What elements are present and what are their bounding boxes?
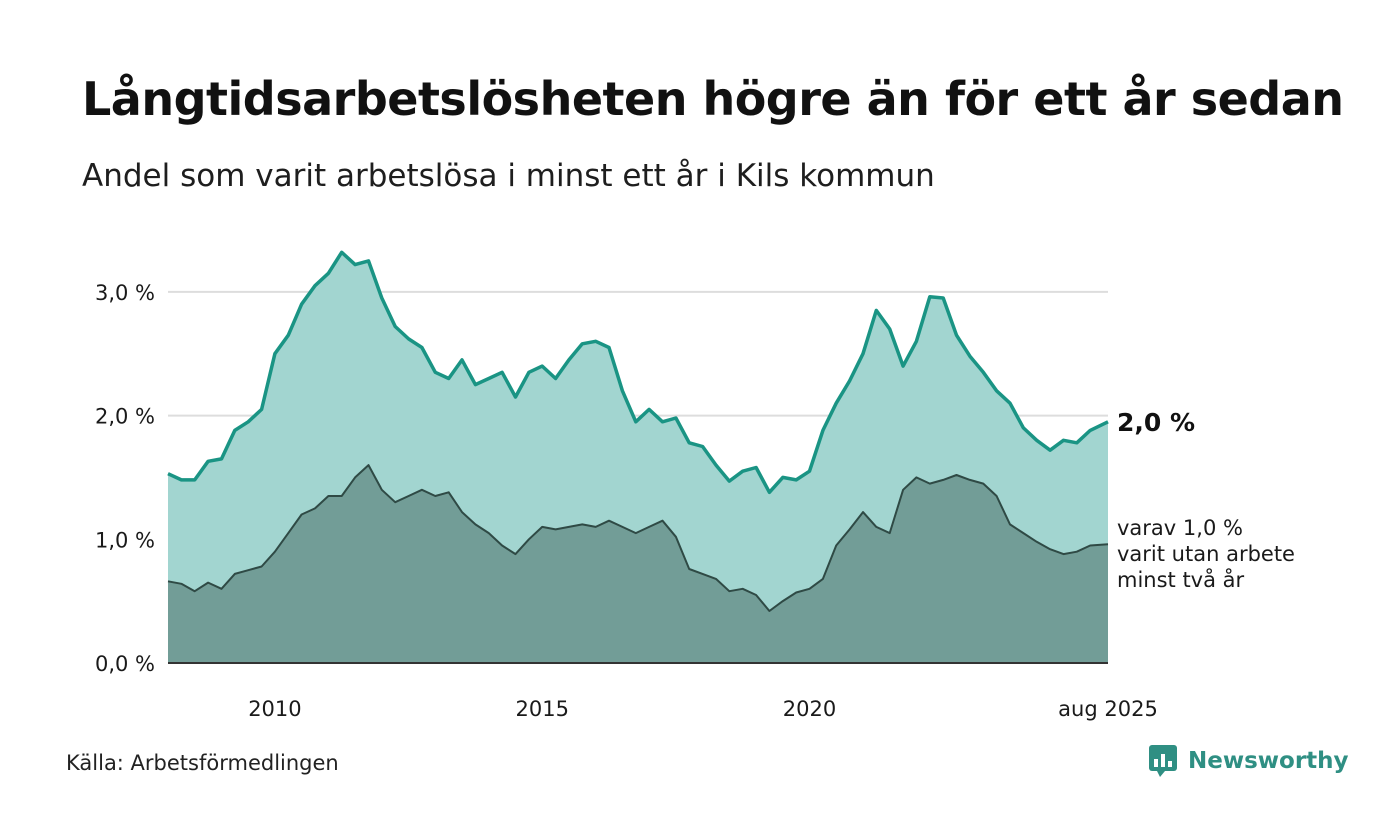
end-labels: 2,0 % varav 1,0 % varit utan arbete minst t… [1117, 408, 1295, 592]
x-tick-label: 2010 [248, 697, 301, 721]
x-tick-label: 2020 [783, 697, 836, 721]
end-label-total: 2,0 % [1117, 408, 1195, 437]
y-tick-label: 0,0 % [95, 652, 155, 676]
line-total-long-term-unemployed [167, 250, 1109, 495]
newsworthy-logo: Newsworthy [1148, 744, 1349, 778]
y-tick-label: 2,0 % [95, 405, 155, 429]
y-tick-label: 3,0 % [95, 281, 155, 305]
end-label-line: minst två år [1117, 567, 1245, 592]
logo-text: Newsworthy [1188, 748, 1349, 774]
chart-title: Långtidsarbetslösheten högre än för ett … [82, 72, 1344, 126]
y-axis: 0,0 % 1,0 % 2,0 % 3,0 % [95, 281, 155, 676]
chart-subtitle: Andel som varit arbetslösa i minst ett å… [82, 158, 935, 194]
end-label-line: varit utan arbete [1117, 542, 1295, 566]
newsworthy-chart-bubble-icon [1149, 745, 1177, 777]
x-axis: 2010 2015 2020 aug 2025 [248, 697, 1158, 721]
end-label-line: varav 1,0 % [1117, 516, 1243, 540]
y-tick-label: 1,0 % [95, 528, 155, 552]
line-two-years-unemployed [167, 464, 1109, 612]
x-tick-label: aug 2025 [1058, 697, 1158, 721]
source-note: Källa: Arbetsförmedlingen [66, 751, 339, 775]
x-tick-label: 2015 [515, 697, 568, 721]
end-label-two-years: varav 1,0 % varit utan arbete minst två år [1117, 516, 1295, 592]
area-two-years-unemployed [168, 465, 1108, 663]
